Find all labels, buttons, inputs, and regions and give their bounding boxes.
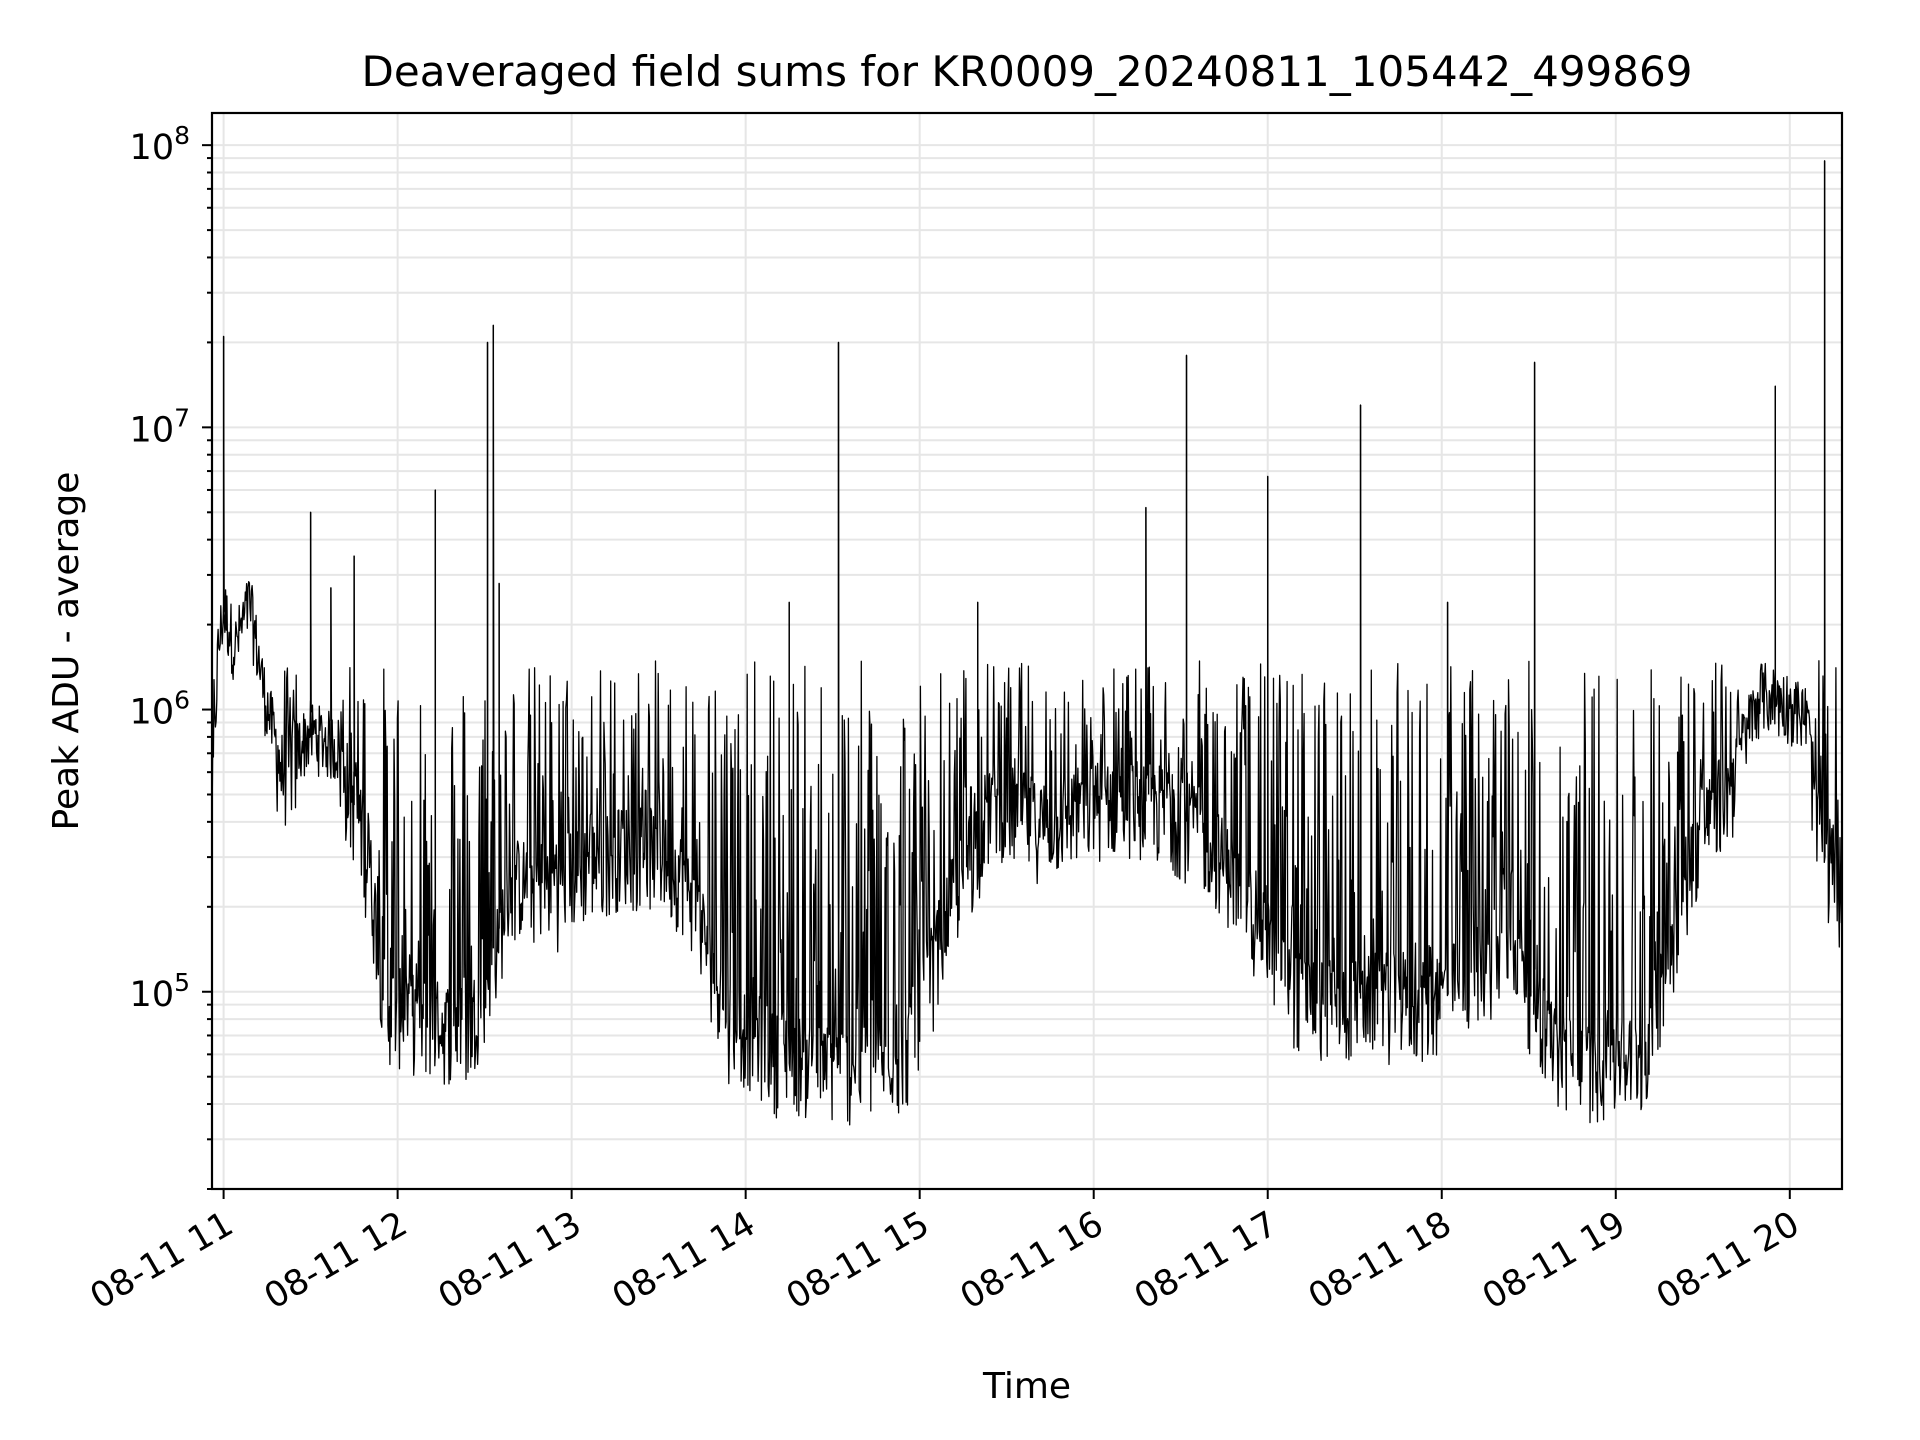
plot-frame (210, 111, 1844, 1191)
y-tick-label: 107 (130, 403, 190, 450)
series-path (212, 160, 1842, 1126)
y-axis-label: Peak ADU - average (46, 472, 87, 831)
x-axis-label: Time (982, 1366, 1071, 1407)
series-line (212, 160, 1842, 1126)
y-tick-label: 108 (130, 121, 190, 168)
chart-title: Deaveraged field sums for KR0009_2024081… (362, 47, 1693, 96)
y-tick-label: 106 (130, 686, 190, 733)
y-tick-label: 105 (130, 968, 190, 1015)
